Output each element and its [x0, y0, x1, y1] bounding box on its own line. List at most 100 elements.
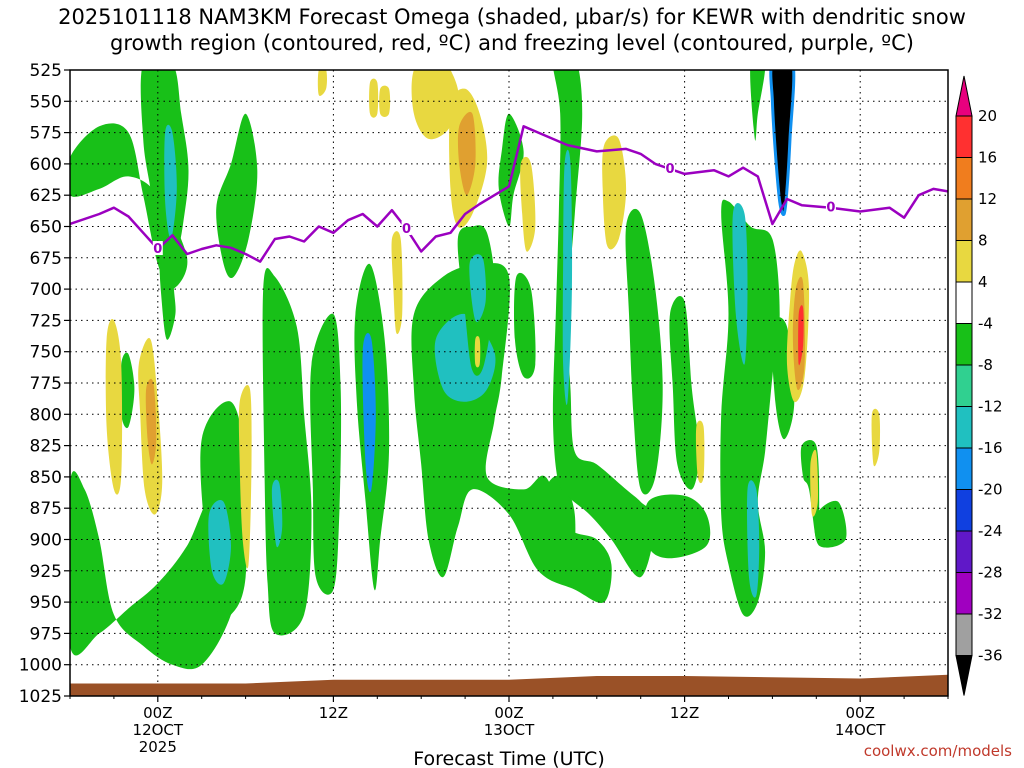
- omega-strong-updraft: [769, 70, 796, 216]
- omega-region-4: [216, 113, 258, 279]
- ground-surface: [70, 674, 948, 696]
- y-tick-label-1: 550: [30, 92, 62, 112]
- y-tick-label-2: 575: [30, 124, 62, 144]
- colorbar-label-1: 16: [978, 149, 997, 167]
- colorbar-bin-10: [955, 489, 973, 532]
- omega-region-30: [750, 70, 766, 141]
- y-tick-label-12: 825: [30, 437, 62, 457]
- omega-region-23: [644, 494, 711, 559]
- y-tick-label-10: 775: [30, 374, 62, 394]
- freezing-level-label-bg-1: [401, 221, 412, 236]
- omega-positive-region-4: [317, 70, 327, 96]
- pressure-axis: 525 550 575 600 625 650 675 700 725 750 775 800 825 8…: [19, 61, 70, 707]
- y-tick-label-3: 600: [30, 155, 62, 175]
- y-tick-label-16: 925: [30, 562, 62, 582]
- x-tick-label-0-1: 12OCT: [133, 721, 184, 739]
- omega-colorbar: 20 16 12 8 4 -4 -8 -12 -16 -20 -24 -28 -32 -36: [955, 75, 1003, 696]
- omega-region-6: [208, 500, 231, 585]
- omega-region-26: [747, 480, 760, 598]
- omega-region-29: [814, 500, 847, 548]
- colorbar-bin-7: [955, 364, 973, 407]
- site-credit: coolwx.com/models: [864, 742, 1012, 760]
- x-tick-label-0-0: 00Z: [143, 704, 172, 722]
- ground-fill: [70, 674, 948, 696]
- y-tick-label-5: 650: [30, 218, 62, 238]
- colorbar-bin-6: [955, 323, 973, 366]
- colorbar-label-3: 8: [978, 232, 988, 250]
- omega-positive-region-16: [871, 408, 881, 467]
- chart-title-line1: 2025101118 NAM3KM Forecast Omega (shaded…: [58, 5, 966, 29]
- omega-region-8: [271, 479, 283, 548]
- omega-positive-region-3: [238, 384, 252, 569]
- colorbar-bin-2: [955, 157, 973, 200]
- freezing-level-label-3: 0: [826, 201, 835, 216]
- x-tick-label-4-1: 14OCT: [835, 721, 886, 739]
- colorbar-bin-13: [955, 613, 973, 656]
- x-tick-label-0-2: 2025: [139, 738, 177, 756]
- freezing-level-label-1: 0: [402, 222, 411, 237]
- omega-region-17: [469, 254, 487, 322]
- x-tick-label-3-0: 12Z: [670, 704, 699, 722]
- y-tick-label-9: 750: [30, 343, 62, 363]
- freezing-level-label-bg-0: [152, 241, 163, 256]
- y-tick-label-4: 625: [30, 186, 62, 206]
- y-tick-label-19: 1000: [19, 656, 62, 676]
- freezing-level-label-0: 0: [153, 242, 162, 257]
- omega-region-1: [70, 471, 246, 670]
- colorbar-bin-8: [955, 406, 973, 449]
- colorbar-label-0: 20: [978, 107, 997, 125]
- colorbar-label-6: -8: [978, 356, 993, 374]
- freezing-level-label-2: 0: [665, 162, 674, 177]
- colorbar-bin-1: [955, 115, 973, 158]
- grid-lines: [70, 69, 948, 697]
- x-axis-label: Forecast Time (UTC): [413, 748, 604, 768]
- omega-positive-region-15: [810, 449, 819, 517]
- x-tick-label-2-1: 13OCT: [484, 721, 535, 739]
- omega-region-18: [544, 475, 576, 582]
- x-tick-label-2-0: 00Z: [494, 704, 523, 722]
- colorbar-bin-11: [955, 530, 973, 573]
- freezing-level-label-bg-3: [825, 199, 836, 214]
- colorbar-label-2: 12: [978, 190, 997, 208]
- colorbar-bin-5: [955, 281, 973, 324]
- y-tick-label-8: 725: [30, 311, 62, 331]
- colorbar-label-12: -32: [978, 605, 1003, 623]
- colorbar-label-9: -20: [978, 481, 1003, 499]
- y-tick-label-7: 700: [30, 280, 62, 300]
- y-tick-label-15: 900: [30, 531, 62, 551]
- omega-positive-region-9: [457, 111, 476, 196]
- omega-region-3: [164, 124, 177, 240]
- y-tick-label-6: 675: [30, 249, 62, 269]
- omega-region-9: [310, 313, 342, 595]
- colorbar-label-10: -24: [978, 522, 1003, 540]
- colorbar-label-11: -28: [978, 564, 1003, 582]
- freezing-level-label-bg-2: [664, 160, 675, 175]
- y-tick-label-11: 800: [30, 405, 62, 425]
- omega-region-12: [498, 113, 524, 227]
- omega-positive-region-5: [411, 70, 459, 140]
- colorbar-label-7: -12: [978, 398, 1003, 416]
- chart-title-line2: growth region (contoured, red, ºC) and f…: [110, 31, 914, 55]
- omega-positive-region-0: [105, 319, 123, 495]
- colorbar-label-4: 4: [978, 273, 988, 291]
- omega-shading: [70, 70, 881, 670]
- omega-positive-region-7: [391, 231, 403, 335]
- omega-region-22: [669, 296, 700, 490]
- omega-positive-region-17: [695, 420, 705, 484]
- colorbar-bin-0: [955, 75, 973, 117]
- freezing-level-contour: 0 0 0 0: [70, 125, 948, 263]
- colorbar-bin-14: [955, 655, 973, 696]
- omega-region-2: [140, 70, 189, 340]
- colorbar-bin-4: [955, 240, 973, 283]
- colorbar-label-13: -36: [978, 647, 1003, 665]
- omega-region-21: [625, 208, 663, 495]
- omega-region-31: [120, 352, 135, 429]
- omega-positive-region-19: [369, 78, 379, 118]
- omega-region-11: [362, 333, 376, 493]
- omega-region-20: [562, 149, 573, 405]
- omega-region-7: [262, 267, 312, 636]
- colorbar-label-5: -4: [978, 315, 993, 333]
- colorbar-bin-12: [955, 572, 973, 615]
